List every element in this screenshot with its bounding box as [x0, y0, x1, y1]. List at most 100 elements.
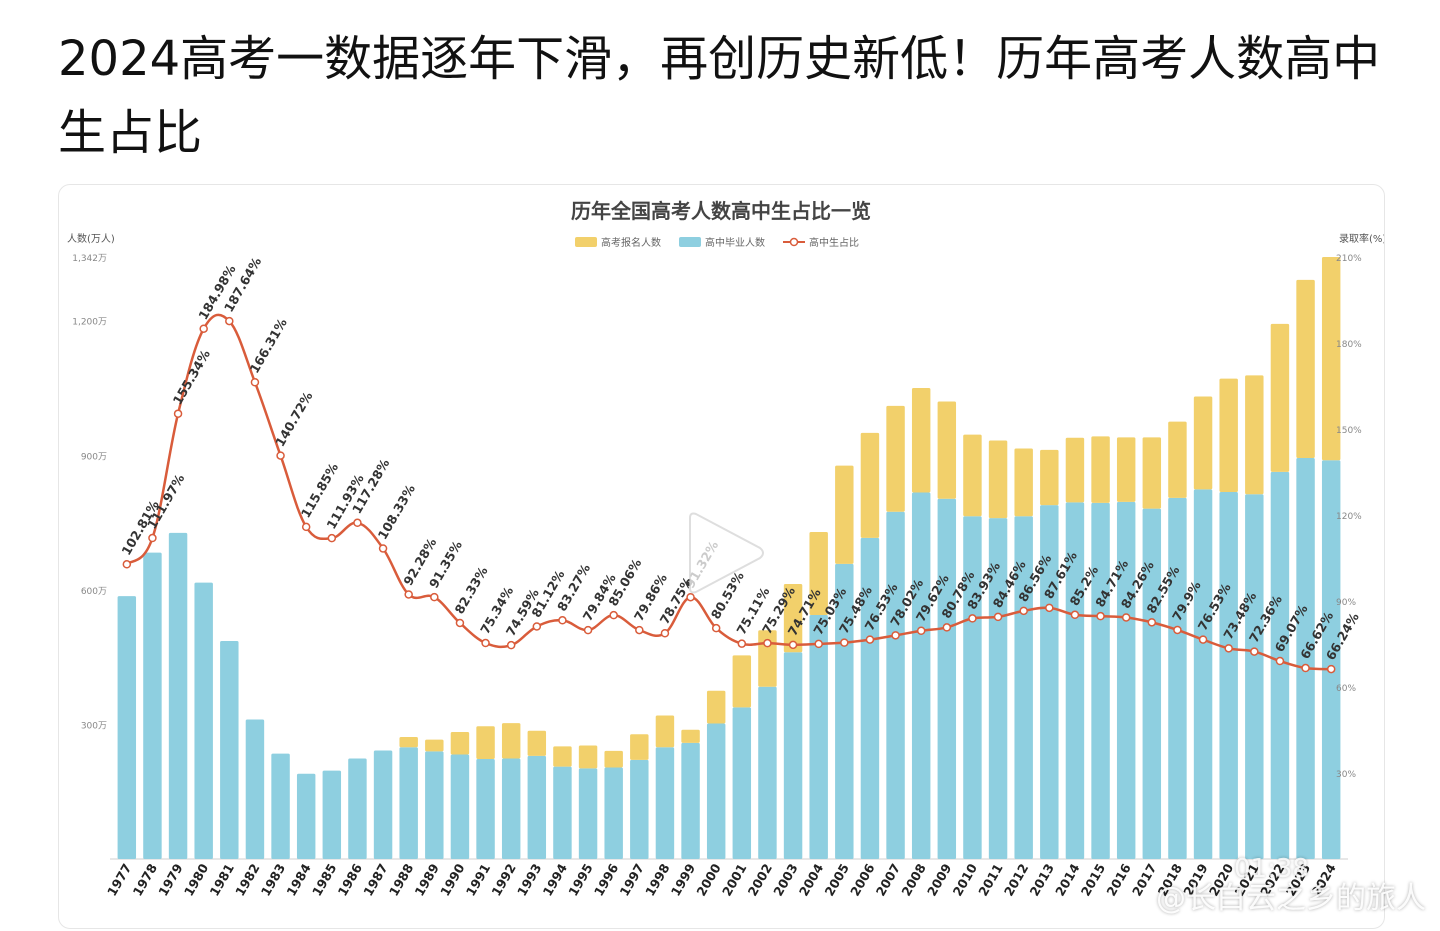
legend-label-ratio: 高中生占比	[809, 236, 859, 249]
applicants-bar	[1296, 279, 1315, 458]
y-right-tick-label: 90%	[1336, 598, 1356, 608]
ratio-point	[1224, 644, 1233, 653]
x-tick-label: 2011	[975, 861, 1005, 899]
x-tick-label: 2004	[796, 861, 827, 899]
graduates-bar	[168, 532, 188, 859]
ratio-point	[1019, 606, 1028, 616]
x-tick-label: 2002	[745, 861, 775, 899]
x-tick-label: 2015	[1078, 861, 1108, 899]
applicants-bar	[1219, 378, 1238, 493]
applicants-bar	[655, 715, 675, 748]
ratio-point	[378, 544, 388, 553]
y-axis-left-ticks: 1,342万 1,200万 900万 600万 300万	[72, 254, 107, 731]
x-tick-label: 2017	[1129, 861, 1159, 899]
ratio-point	[301, 522, 311, 532]
y-left-tick-label: 600万	[81, 587, 107, 597]
graduates-bar	[604, 767, 623, 859]
ratio-point	[1070, 610, 1080, 620]
graduates-bar	[1245, 494, 1264, 859]
applicants-bar	[988, 440, 1008, 519]
graduates-bar	[1142, 508, 1162, 859]
graduates-bar	[630, 759, 649, 859]
x-tick-label: 2012	[1001, 861, 1031, 899]
graduates-bar	[1296, 457, 1315, 859]
graduates-bar	[706, 723, 726, 859]
graduates-bar	[1193, 489, 1213, 859]
ratio-point	[1173, 625, 1182, 635]
applicants-bar	[911, 387, 931, 493]
applicants-bar	[1168, 421, 1187, 498]
applicants-bar	[1065, 437, 1085, 503]
y-right-tick-label: 210%	[1336, 254, 1362, 264]
ratio-point	[1198, 635, 1208, 644]
graduates-bar	[988, 518, 1008, 859]
x-tick-label: 1993	[514, 861, 544, 899]
ratio-point	[1121, 613, 1131, 622]
graduates-bar	[655, 747, 675, 859]
x-tick-label: 1984	[283, 861, 314, 899]
ratio-point-label: 140.72%	[272, 389, 316, 450]
x-tick-label: 1988	[386, 861, 416, 899]
x-tick-label: 1991	[463, 861, 493, 899]
x-tick-label: 2003	[770, 861, 800, 899]
legend-swatch-applicants	[575, 237, 597, 247]
ratio-point	[148, 533, 157, 543]
ratio-point	[865, 635, 875, 644]
graduates-bar	[732, 707, 752, 859]
graduates-bar	[117, 596, 137, 859]
graduates-bar	[886, 511, 905, 859]
ratio-point	[814, 639, 823, 649]
graduates-bar	[296, 773, 316, 859]
chart-card[interactable]: 历年全国高考人数高中生占比一览 高考报名人数 高中毕业人数 高中生占比 人数(万…	[58, 184, 1385, 929]
x-tick-label: 1992	[488, 861, 518, 899]
chart-title: 历年全国高考人数高中生占比一览	[571, 199, 871, 223]
x-tick-label: 1998	[642, 861, 672, 899]
graduates-bar	[143, 552, 162, 859]
ratio-point	[609, 610, 618, 620]
x-tick-label: 1978	[130, 861, 160, 899]
ratio-point	[788, 640, 798, 650]
x-tick-label: 1985	[309, 861, 339, 899]
graduates-bar	[527, 755, 547, 859]
graduates-bar	[578, 768, 598, 859]
applicants-bar	[578, 745, 598, 769]
ratio-point	[353, 518, 362, 528]
chart-legend[interactable]: 高考报名人数 高中毕业人数 高中生占比	[575, 236, 859, 249]
applicants-bars	[399, 257, 1341, 769]
y-right-tick-label: 120%	[1336, 512, 1362, 522]
applicants-bar	[527, 730, 547, 756]
ratio-point	[660, 629, 670, 638]
x-tick-label: 2016	[1103, 861, 1134, 899]
graduates-bar	[1014, 516, 1033, 859]
x-tick-label: 2005	[822, 861, 852, 899]
graduates-bar	[1321, 460, 1341, 859]
ratio-point	[1147, 618, 1157, 627]
y-left-tick-label: 300万	[81, 721, 107, 731]
graduates-bar	[476, 758, 495, 859]
applicants-bar	[1040, 449, 1059, 506]
applicants-bar	[1321, 257, 1341, 461]
ratio-point	[763, 638, 772, 648]
applicants-bar	[476, 726, 495, 759]
x-tick-label: 1987	[360, 861, 390, 899]
play-icon[interactable]	[680, 508, 770, 598]
ratio-point	[404, 590, 413, 599]
graduates-bar	[809, 614, 828, 859]
ratio-point	[968, 614, 977, 623]
ratio-line-group	[122, 313, 1336, 674]
ratio-point-label: 82.33%	[452, 563, 491, 616]
graduates-bar	[399, 747, 418, 859]
x-tick-label: 1982	[232, 861, 262, 899]
applicants-bar	[1245, 375, 1264, 495]
graduates-bar	[1116, 501, 1136, 859]
legend-marker-ratio	[789, 237, 799, 247]
ratio-point	[583, 625, 593, 635]
applicants-bar	[1193, 396, 1213, 490]
graduates-bar	[1270, 471, 1290, 859]
ratio-point	[711, 623, 721, 633]
graduates-bar	[194, 582, 213, 859]
graduates-bar	[245, 719, 265, 859]
y-left-tick-label: 1,342万	[72, 254, 107, 264]
ratio-point	[1045, 603, 1054, 613]
applicants-bar	[604, 750, 623, 768]
